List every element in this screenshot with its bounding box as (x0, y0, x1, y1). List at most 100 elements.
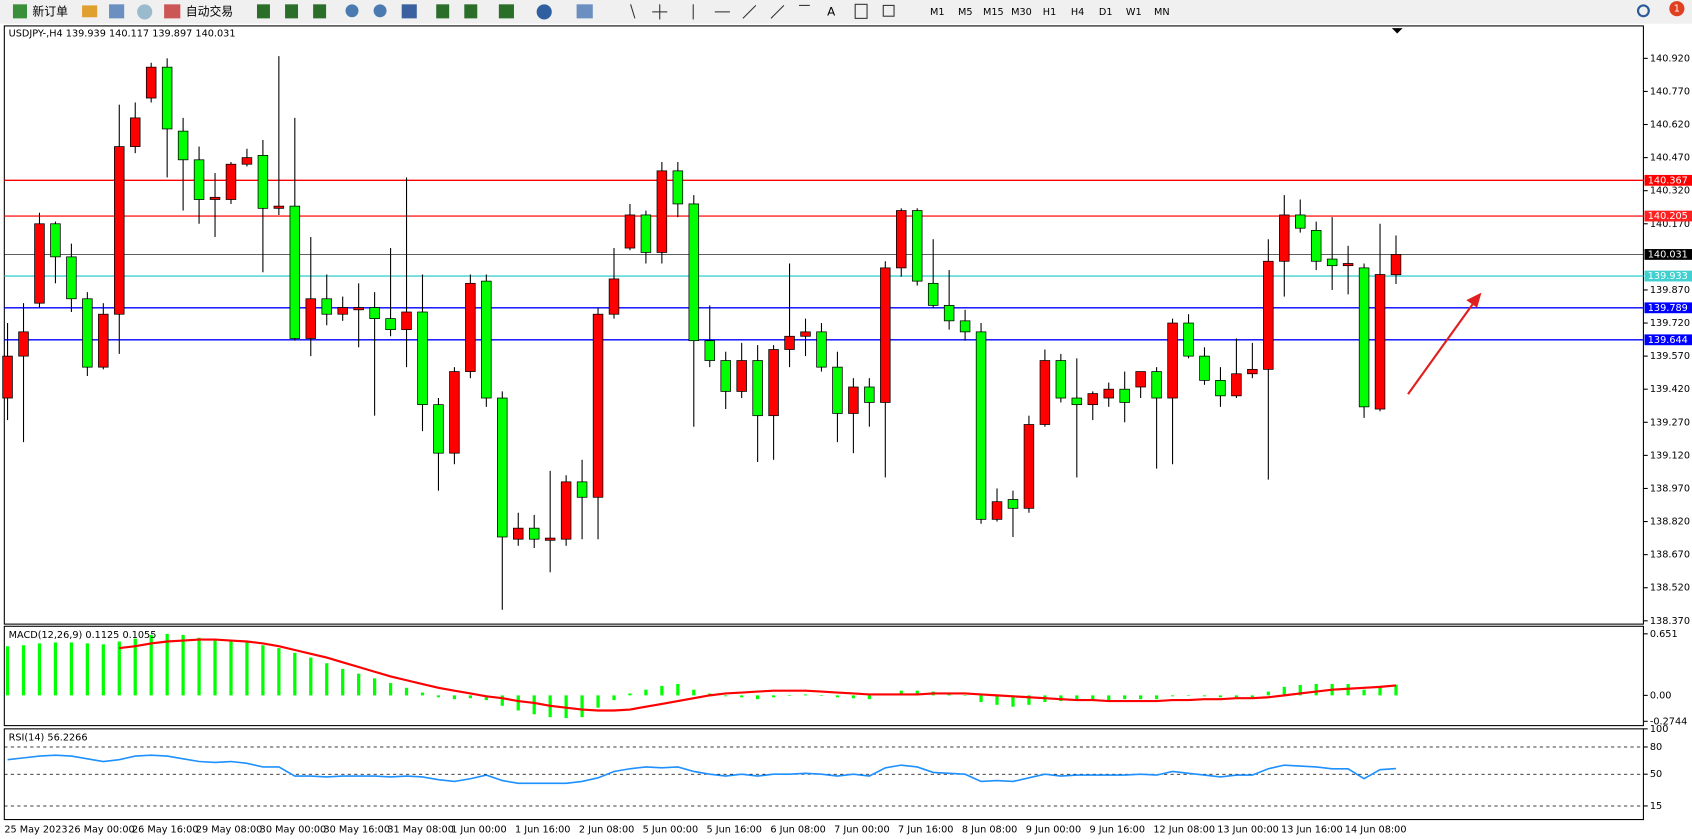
candle-body (1087, 393, 1099, 406)
cursor-tool[interactable] (630, 4, 636, 19)
candle-body (225, 163, 237, 200)
auto-trade-button[interactable]: 自动交易 (186, 4, 233, 18)
macd-bar (851, 695, 856, 699)
macd-bar (1362, 689, 1366, 696)
zoom-out[interactable] (373, 4, 387, 18)
candle-body (1342, 263, 1354, 267)
y-tick-label: 139.570 (1650, 351, 1690, 362)
tool-icon[interactable] (464, 4, 478, 19)
candle-body (704, 340, 715, 361)
price-level-label: 140.205 (1648, 211, 1688, 222)
candle-body (145, 66, 157, 99)
candle-body (656, 170, 668, 253)
macd-bar (819, 695, 824, 696)
search[interactable] (1636, 4, 1650, 18)
macd-bar (101, 644, 105, 696)
tool-icon[interactable] (285, 4, 299, 19)
macd-bar (277, 648, 281, 696)
text-label-tool[interactable] (854, 3, 868, 19)
trendline-tool[interactable] (742, 5, 757, 19)
candle-body (193, 159, 205, 200)
timeframe-button[interactable]: M1 (930, 7, 945, 18)
text-tool[interactable]: A (827, 4, 836, 18)
macd-bar (1218, 695, 1223, 698)
macd-bar (85, 643, 89, 696)
candle-body (1215, 380, 1226, 397)
candle-body (688, 203, 700, 342)
tool-icon[interactable] (256, 4, 270, 19)
macd-bar (867, 695, 871, 700)
tool-icon[interactable] (576, 4, 593, 19)
timeframe-button[interactable]: M15 (983, 7, 1004, 18)
candle-body (832, 366, 843, 414)
auto-trade-icon[interactable] (164, 4, 181, 19)
macd-bar (388, 683, 393, 696)
x-tick-label: 8 Jun 08:00 (962, 824, 1017, 835)
shift-marker (1391, 28, 1403, 34)
candle-body (321, 298, 332, 315)
candle-body (975, 331, 987, 520)
macd-bar (133, 638, 137, 696)
x-tick-label: 13 Jun 16:00 (1281, 824, 1343, 835)
timeframe-button[interactable]: M30 (1011, 7, 1032, 18)
candle-body (640, 214, 652, 253)
toolbar: 新订单 自动交易 (0, 0, 1692, 24)
tool-icon[interactable] (109, 4, 125, 19)
tool-icon[interactable] (436, 4, 450, 19)
tool-icon[interactable] (137, 4, 153, 20)
candle-body (1055, 360, 1067, 399)
tool-icon[interactable] (82, 5, 98, 18)
timeframe-button[interactable]: H4 (1071, 7, 1084, 18)
macd-bar (580, 695, 584, 718)
shapes-tool[interactable] (882, 4, 895, 17)
x-tick-label: 29 May 08:00 (196, 824, 263, 835)
notification-badge[interactable] (1669, 1, 1685, 17)
candle-body (98, 313, 109, 368)
candle-body (66, 256, 77, 300)
tool-icon[interactable] (498, 4, 514, 19)
macd-bar (149, 634, 153, 696)
y-tick-label: 50 (1650, 769, 1662, 780)
candle-body (576, 481, 588, 498)
tool-icon[interactable] (401, 4, 417, 19)
macd-bar (53, 642, 58, 696)
zoom-in[interactable] (345, 4, 359, 18)
candle-body (800, 331, 811, 337)
timeframe-button[interactable]: D1 (1099, 7, 1113, 18)
price-level-label: 139.933 (1648, 271, 1688, 282)
tool-icon[interactable] (536, 4, 552, 20)
y-tick-label: 140.770 (1650, 86, 1690, 97)
candle-body (816, 331, 827, 368)
new-order-icon[interactable] (12, 4, 27, 19)
candle-body (1199, 355, 1210, 381)
candle-body (959, 320, 971, 333)
price-level-label: 139.644 (1648, 335, 1688, 346)
new-order-button[interactable]: 新订单 (32, 4, 68, 18)
timeframe-button[interactable]: MN (1154, 7, 1170, 18)
macd-bar (740, 695, 744, 698)
candle-body (82, 298, 93, 368)
macd-bar (213, 640, 217, 696)
timeframe-button[interactable]: M5 (958, 7, 973, 18)
candle-body (1390, 254, 1402, 276)
candle-body (880, 267, 891, 403)
tool-icon[interactable] (313, 4, 327, 19)
y-tick-label: 100 (1650, 724, 1669, 735)
candle-body (544, 537, 556, 541)
candle-body (608, 278, 620, 315)
x-tick-label: 6 Jun 08:00 (770, 824, 825, 835)
timeframe-button[interactable]: W1 (1126, 7, 1142, 18)
timeframe-button[interactable]: H1 (1043, 7, 1056, 18)
channel-tool[interactable] (770, 5, 785, 19)
macd-bar (1186, 695, 1191, 696)
candle-body (911, 210, 923, 282)
y-tick-label: 138.970 (1650, 483, 1690, 494)
macd-bar (1123, 695, 1127, 700)
macd-bar (293, 652, 297, 696)
macd-bar (1107, 695, 1111, 701)
macd-bar (245, 642, 249, 696)
timeframes: M1 M5 M15 M30 H1 H4 D1 W1 MN (930, 7, 1170, 18)
macd-bar (117, 641, 121, 696)
macd-bar (756, 695, 760, 700)
